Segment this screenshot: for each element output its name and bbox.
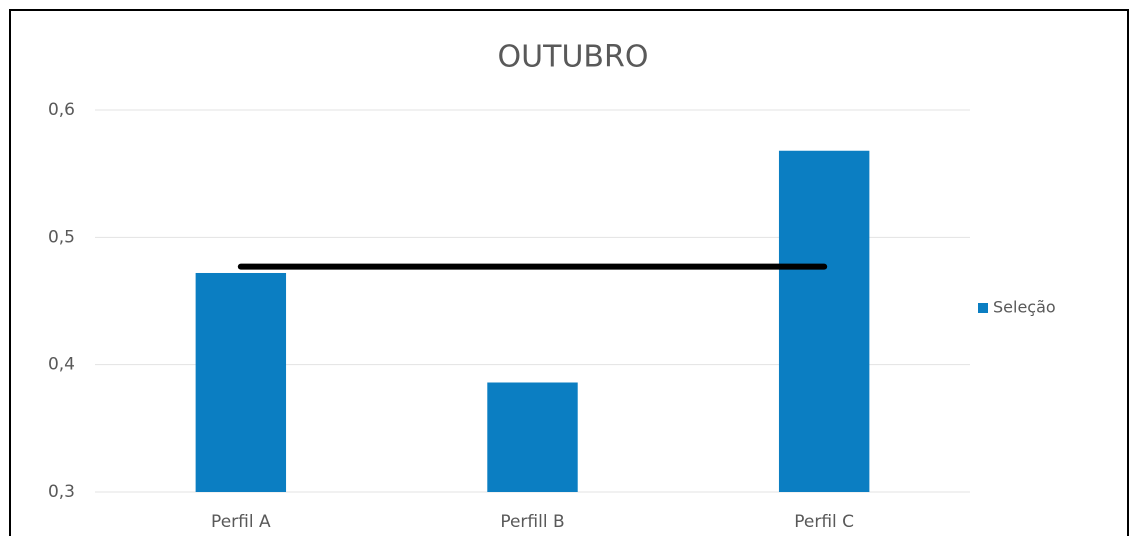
y-tick-label: 0,5	[48, 227, 75, 247]
chart-frame	[9, 9, 1129, 536]
x-tick-label: Perfill B	[500, 512, 564, 532]
bar	[487, 382, 578, 492]
x-tick-label: Perfil A	[211, 512, 271, 532]
y-tick-label: 0,6	[48, 100, 75, 120]
chart-title: OUTUBRO	[498, 40, 649, 75]
legend-swatch	[978, 303, 988, 313]
x-tick-label: Perfil C	[794, 512, 854, 532]
bar	[195, 272, 287, 492]
y-tick-label: 0,3	[48, 482, 75, 502]
bar	[778, 150, 870, 492]
y-tick-label: 0,4	[48, 355, 75, 375]
legend-label: Seleção	[993, 298, 1056, 317]
